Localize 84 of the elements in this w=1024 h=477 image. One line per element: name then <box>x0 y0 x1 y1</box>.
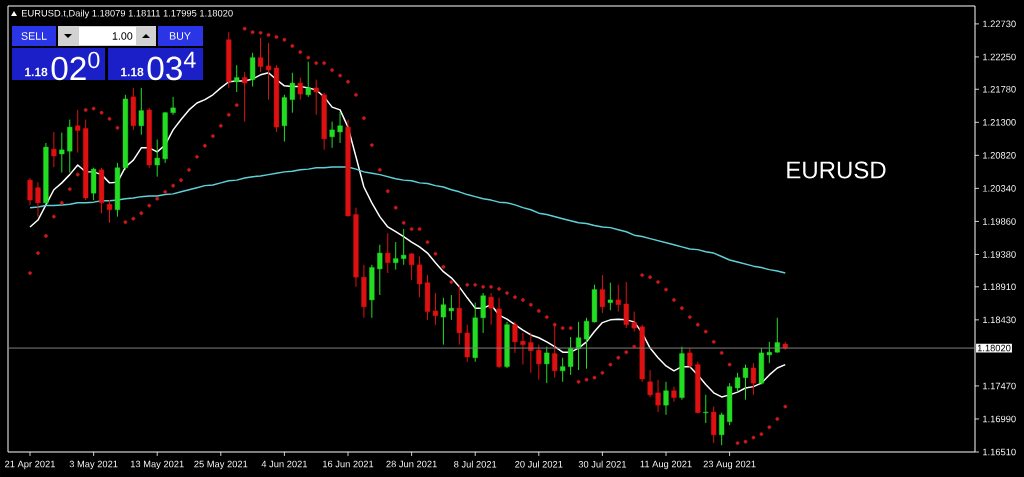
candlestick <box>329 121 335 149</box>
candlestick <box>377 244 383 296</box>
candlestick <box>544 346 550 384</box>
y-tick-label: 1.16510 <box>983 448 1016 456</box>
y-tick-label: 1.22730 <box>983 20 1016 28</box>
candlestick <box>687 347 693 369</box>
y-tick-label: 1.21780 <box>983 85 1016 93</box>
candlestick <box>655 379 661 413</box>
y-tick-label: 1.16990 <box>983 415 1016 423</box>
x-tick-label: 8 Jul 2021 <box>454 460 497 468</box>
candlestick <box>337 111 343 144</box>
candlestick <box>703 394 709 424</box>
candlestick <box>512 321 518 354</box>
y-tick-label: 1.17470 <box>983 382 1016 390</box>
chart-title: EURUSD.t,Daily 1.18079 1.18111 1.17995 1.18020 <box>22 9 233 19</box>
annotation: 03$^{4}$ <box>147 51 196 81</box>
x-tick-label: 23 Aug 2021 <box>703 460 756 470</box>
candlestick <box>59 132 65 174</box>
candlestick <box>663 381 669 416</box>
candlestick <box>536 344 542 381</box>
candlestick <box>568 336 574 376</box>
candlestick <box>480 292 486 334</box>
x-tick-label: 30 Jul 2021 <box>578 460 627 468</box>
candlestick <box>520 332 526 366</box>
x-tick-label: 3 May 2021 <box>69 460 118 470</box>
candlestick <box>234 64 240 93</box>
annotation: SELL <box>21 32 47 40</box>
candlestick <box>607 282 613 311</box>
candlestick <box>766 341 772 364</box>
candlestick <box>138 87 144 136</box>
candlestick <box>560 357 566 383</box>
candlestick <box>623 281 629 329</box>
candlestick <box>401 228 407 266</box>
y-tick-label: 1.19380 <box>983 251 1016 258</box>
y-tick-label: 1.18910 <box>983 283 1016 291</box>
candlestick <box>305 61 311 98</box>
candlestick <box>631 311 637 333</box>
candlestick <box>297 77 303 101</box>
candlestick <box>552 324 558 379</box>
y-tick-label: 1.18430 <box>983 316 1016 324</box>
candlestick <box>313 79 319 116</box>
x-tick-label: 21 Apr 2021 <box>5 460 55 470</box>
x-tick-label: 4 Jun 2021 <box>261 460 308 468</box>
candlestick <box>647 369 653 398</box>
y-tick-label: 1.20820 <box>983 152 1016 159</box>
annotation: 1.18 <box>25 67 48 77</box>
candlestick <box>35 181 41 218</box>
y-tick-label: 1.22250 <box>983 53 1016 61</box>
candlestick <box>289 72 295 114</box>
candlestick <box>106 199 113 224</box>
y-tick-label: 1.21300 <box>983 119 1016 126</box>
candlestick <box>75 109 81 154</box>
candlestick <box>599 274 605 314</box>
annotation: 1.00 <box>112 32 133 40</box>
ref-line-label: 1.18020 <box>977 344 1011 352</box>
candlestick <box>170 96 176 116</box>
x-tick-label: 13 May 2021 <box>130 460 184 470</box>
candlestick <box>719 412 725 446</box>
annotation: EURUSD <box>787 161 886 179</box>
x-tick-label: 25 May 2021 <box>194 460 248 470</box>
annotation: BUY <box>169 32 191 40</box>
candlestick <box>250 52 256 88</box>
candlestick <box>51 131 57 168</box>
candlestick <box>393 241 399 271</box>
x-tick-label: 11 Aug 2021 <box>640 460 692 470</box>
candlestick <box>671 386 677 403</box>
candlestick <box>448 294 454 321</box>
x-tick-label: 28 Jun 2021 <box>386 460 437 468</box>
annotation: 02$^{0}$ <box>51 51 100 81</box>
y-tick-label: 1.20340 <box>983 185 1016 192</box>
candlestick <box>440 297 446 346</box>
x-tick-label: 16 Jun 2021 <box>323 460 374 468</box>
candlestick <box>27 177 33 206</box>
candlestick <box>615 284 621 313</box>
candlestick <box>750 362 757 396</box>
candlestick <box>242 71 248 123</box>
candlestick <box>711 406 717 444</box>
y-tick-label: 1.19860 <box>983 218 1016 225</box>
candlestick <box>488 292 494 326</box>
candlestick <box>409 252 415 281</box>
annotation: 1.18 <box>121 67 144 77</box>
candlestick <box>385 232 391 274</box>
candlestick <box>154 139 160 178</box>
x-tick-label: 20 Jul 2021 <box>515 460 563 468</box>
